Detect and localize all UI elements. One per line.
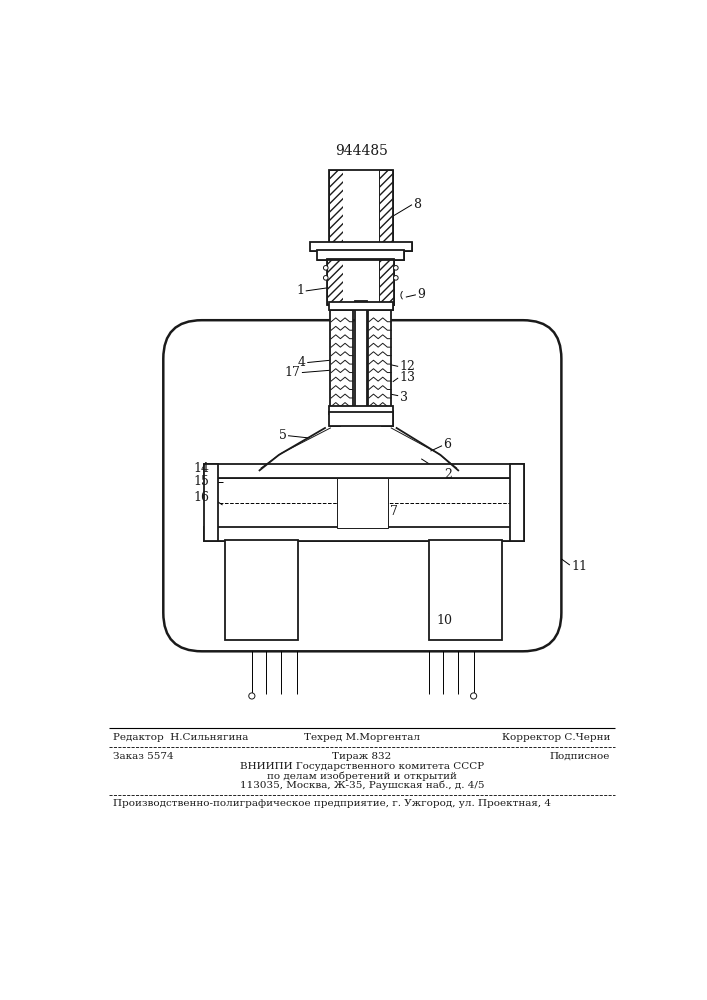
Bar [329,170,343,243]
Text: Редактор  Н.Сильнягина: Редактор Н.Сильнягина [113,733,249,742]
Text: 8: 8 [414,198,421,211]
Bar [429,540,502,640]
Text: 944485: 944485 [336,144,388,158]
Text: Корректор С.Черни: Корректор С.Черни [501,733,610,742]
Bar [225,540,298,640]
Text: Производственно-полиграфическое предприятие, г. Ужгород, ул. Проектная, 4: Производственно-полиграфическое предприя… [113,799,551,808]
Circle shape [324,266,328,270]
Bar [204,464,209,541]
Bar [204,473,524,478]
Text: Подписное: Подписное [549,752,610,761]
Bar [218,478,510,527]
Bar [343,259,379,305]
Text: 15: 15 [194,475,209,488]
Bar [337,478,388,528]
FancyBboxPatch shape [163,320,561,651]
Text: 10: 10 [437,614,452,627]
Bar [204,464,218,541]
Bar [204,464,524,478]
Text: 16: 16 [194,491,209,504]
Bar [510,464,524,541]
Bar [329,306,393,310]
Bar [330,309,354,409]
Bar [329,406,393,414]
Bar [355,301,366,413]
Text: 14: 14 [194,462,209,475]
Text: по делам изобретений и открытий: по делам изобретений и открытий [267,771,457,781]
Bar [310,242,331,251]
Text: 7: 7 [390,505,398,518]
Text: Заказ 5574: Заказ 5574 [113,752,174,761]
Bar [435,540,496,634]
Bar [389,250,404,260]
Bar [343,170,379,243]
Bar [379,259,395,305]
Text: Техред М.Моргентал: Техред М.Моргентал [304,733,420,742]
Text: 11: 11 [571,560,588,573]
Text: 3: 3 [399,391,408,404]
Text: 2: 2 [444,468,452,481]
Bar [329,302,393,310]
Circle shape [249,693,255,699]
Bar [368,309,391,409]
Bar [317,250,404,260]
Text: ВНИИПИ Государственного комитета СССР: ВНИИПИ Государственного комитета СССР [240,762,484,771]
Text: 5: 5 [279,429,286,442]
Text: 9: 9 [417,288,426,301]
Bar [327,259,395,305]
Bar [204,464,524,469]
Bar [231,540,292,634]
Circle shape [394,266,398,270]
Bar [329,412,393,426]
Bar [519,464,524,541]
Bar [310,242,412,251]
Bar [317,250,333,260]
Text: 1: 1 [296,284,304,297]
Text: 4: 4 [298,356,305,369]
Bar [346,490,379,513]
Bar [204,527,524,532]
Bar [379,170,393,243]
Bar [204,537,524,541]
Bar [329,410,393,414]
Bar [381,412,393,426]
Text: 6: 6 [443,438,451,451]
Circle shape [394,276,398,280]
Text: 17: 17 [284,366,300,379]
Bar [390,242,412,251]
Bar [329,412,340,426]
Text: Тираж 832: Тираж 832 [332,752,392,761]
Bar [327,259,343,305]
Text: 13: 13 [399,371,416,384]
Circle shape [471,693,477,699]
Text: 113035, Москва, Ж-35, Раушская наб., д. 4/5: 113035, Москва, Ж-35, Раушская наб., д. … [240,781,484,790]
Bar [329,170,393,243]
Text: 12: 12 [399,360,416,373]
Circle shape [324,276,328,280]
Bar [204,527,524,541]
